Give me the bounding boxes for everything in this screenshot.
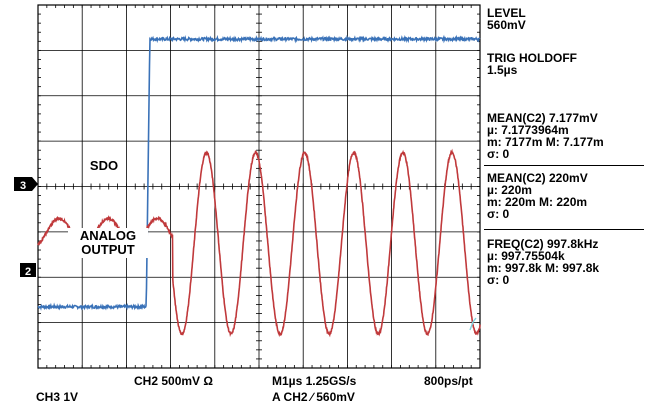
trigger-holdoff: TRIG HOLDOFF 1.5µs [487,52,645,76]
measurement-sigma: σ: 0 [487,207,510,221]
measurement-freq: FREQ(C2) 997.8kHz µ: 997.75504k m: 997.8… [487,238,645,286]
sdo-label: SDO [90,158,118,173]
timebase-readout: M1µs 1.25GS/s [272,374,357,388]
analog-label-bg [68,228,148,258]
ch3-marker-label: 3 [20,180,26,192]
analog-label-line2: OUTPUT [81,242,135,257]
separator [484,229,644,230]
measurement-min-max: m: 7177m M: 7.177m [487,135,604,149]
trace-tail [469,317,477,331]
screen-border [37,4,481,369]
separator [484,165,644,166]
measurement-sigma: σ: 0 [487,273,510,287]
measurement-header: FREQ(C2) 997.8kHz [487,237,599,251]
ch3-scale: CH3 1V [36,390,79,404]
measurement-mean-1: MEAN(C2) 7.177mV µ: 7.1773964m m: 7177m … [487,112,645,160]
measurement-header: MEAN(C2) 7.177mV [487,111,598,125]
analog-output-trace [37,148,481,338]
measurement-header: MEAN(C2) 220mV [487,171,588,185]
analog-label-line1: ANALOG [80,228,136,243]
sdo-trace [37,34,481,311]
ch2-scale: CH2 500mV Ω [134,374,213,388]
resolution-readout: 800ps/pt [424,374,473,388]
graticule [37,4,481,369]
ch2-marker-label: 2 [25,266,31,278]
trigger-level: LEVEL 560mV [487,7,645,31]
measurement-min-max: m: 220m M: 220m [487,195,588,209]
measurement-mean-2: MEAN(C2) 220mV µ: 220m m: 220m M: 220m σ… [487,172,645,220]
sdo-label-bg [84,157,124,173]
ch3-marker-arrow [32,177,38,191]
measurement-sigma: σ: 0 [487,147,510,161]
level-value: 560mV [487,18,526,32]
measurement-mean: µ: 7.1773964m [487,123,569,137]
measurement-mean: µ: 997.75504k [487,249,565,263]
ch3-marker [14,177,32,191]
ch2-marker [20,263,36,277]
measurement-min-max: m: 997.8k M: 997.8k [487,261,600,275]
measurement-mean: µ: 220m [487,183,532,197]
trig-holdoff-value: 1.5µs [487,63,518,77]
level-label: LEVEL [487,6,526,20]
trigger-readout: A CH2 ∕ 560mV [272,390,355,404]
trig-holdoff-label: TRIG HOLDOFF [487,51,577,65]
